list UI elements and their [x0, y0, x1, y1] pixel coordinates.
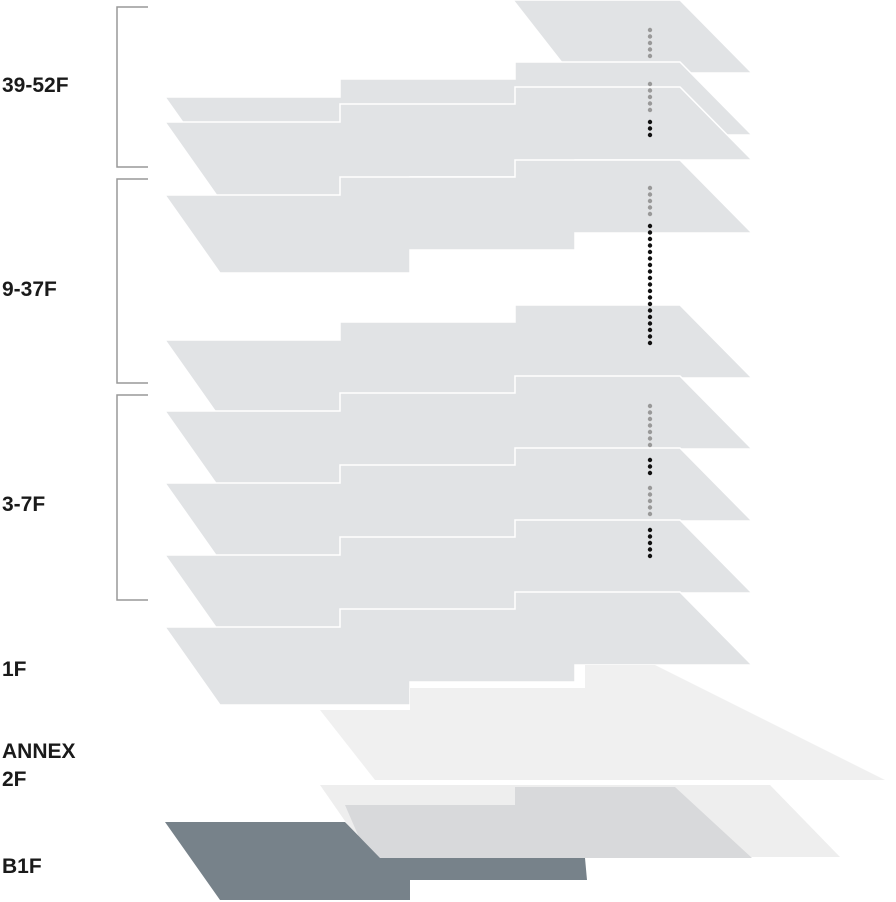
core-dot	[647, 321, 653, 326]
core-dot	[647, 301, 653, 307]
core-dot	[647, 314, 653, 320]
core-dot	[647, 464, 653, 469]
floor-label: 39-52F	[2, 74, 69, 97]
core-dot	[647, 436, 653, 441]
core-dot	[647, 534, 653, 539]
core-dot	[647, 511, 653, 517]
floor-label: B1F	[2, 855, 42, 878]
floor-label: 3-7F	[2, 493, 45, 516]
core-dot	[647, 132, 653, 138]
core-dot	[647, 211, 653, 217]
floor-labels: 39-52F 9-37F 3-7F 1F ANNEX 2F B1F	[2, 74, 76, 878]
core-dot	[647, 327, 653, 333]
core-dot	[647, 505, 653, 510]
core-dot	[647, 527, 653, 533]
core-dot	[647, 223, 653, 229]
core-dots	[647, 27, 653, 559]
core-dot	[647, 492, 653, 497]
core-dot	[647, 81, 653, 87]
annex-plate	[320, 665, 885, 780]
floor-label: 2F	[2, 768, 27, 791]
core-dot	[647, 553, 653, 559]
core-dot	[647, 40, 653, 46]
core-dot	[647, 53, 653, 59]
core-dot	[647, 340, 653, 346]
core-dot	[647, 410, 653, 415]
core-dot	[647, 256, 653, 261]
b1-plate-mid	[345, 787, 752, 858]
core-dot	[647, 334, 653, 339]
core-dot	[647, 442, 653, 448]
core-dot	[647, 308, 653, 313]
core-dot	[647, 470, 653, 476]
core-dot	[647, 262, 653, 268]
core-dot	[647, 205, 653, 210]
floor-label: 1F	[2, 658, 27, 681]
floor-plates	[164, 0, 754, 706]
core-dot	[647, 485, 653, 491]
core-dot	[647, 540, 653, 546]
core-dot	[647, 547, 653, 552]
core-dot	[647, 423, 653, 428]
core-dot	[647, 27, 653, 33]
floor-plate	[512, 0, 754, 74]
core-dot	[647, 249, 653, 255]
core-dot	[647, 34, 653, 39]
floor-label: 9-37F	[2, 278, 57, 301]
core-dot	[647, 192, 653, 197]
core-dot	[647, 295, 653, 300]
core-dot	[647, 243, 653, 248]
core-dot	[647, 126, 653, 131]
bracket	[116, 6, 148, 168]
core-dot	[647, 101, 653, 106]
core-dot	[647, 288, 653, 294]
core-dot	[647, 282, 653, 287]
core-dot	[647, 94, 653, 100]
core-dot	[647, 429, 653, 435]
core-dot	[647, 119, 653, 125]
floor-label: ANNEX	[2, 740, 76, 763]
core-dot	[647, 275, 653, 281]
core-dot	[647, 236, 653, 242]
core-dot	[647, 403, 653, 409]
core-dot	[647, 47, 653, 52]
core-dot	[647, 198, 653, 204]
core-dot	[647, 88, 653, 93]
bracket	[116, 394, 148, 601]
bracket	[116, 178, 148, 384]
core-dot	[647, 457, 653, 463]
b1-plate-dark	[165, 822, 587, 900]
core-dot	[647, 269, 653, 274]
core-dot	[647, 185, 653, 191]
core-dot	[647, 498, 653, 504]
core-dot	[647, 107, 653, 113]
core-dot	[647, 416, 653, 422]
core-dot	[647, 230, 653, 235]
brackets	[116, 6, 148, 601]
